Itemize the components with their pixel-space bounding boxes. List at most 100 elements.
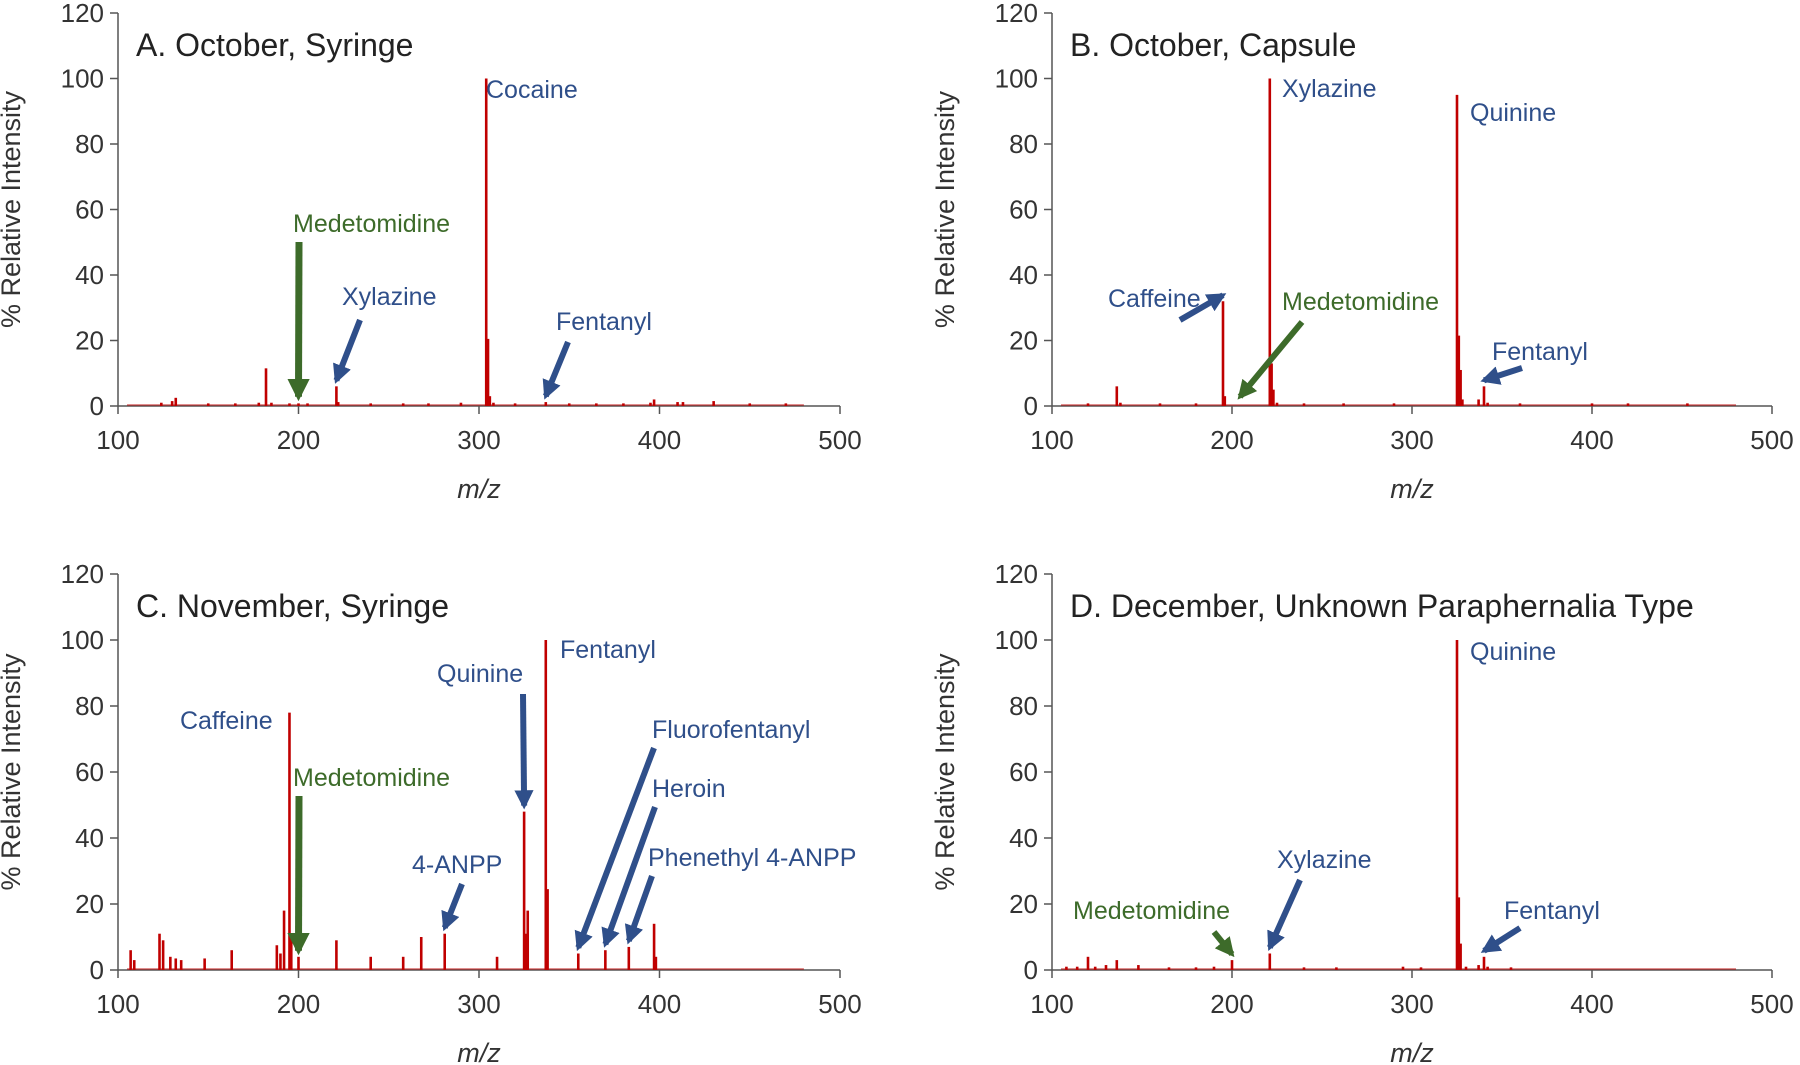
peak-label-xylazine: Xylazine [1277, 846, 1372, 874]
y-tick-label: 60 [1009, 757, 1038, 787]
annotation-arrow [1211, 930, 1235, 958]
panel-d: 0 20 40 60 80 100 120 100 200 300 400 500 m/z % Relat… [930, 559, 1794, 1065]
x-tick-label: 300 [1390, 425, 1433, 455]
annotation-arrow [1480, 365, 1523, 385]
y-tick-label: 0 [90, 391, 104, 421]
annotation-arrow [287, 795, 310, 956]
x-tick-label: 100 [96, 425, 139, 455]
annotation-arrow [624, 874, 655, 945]
x-tick-label: 200 [1210, 425, 1253, 455]
y-tick-label: 20 [75, 889, 104, 919]
y-tick-label: 100 [995, 625, 1038, 655]
panel-a: 0 20 40 60 80 100 120 100 200 300 400 500 m/z % Relat… [0, 0, 862, 504]
peak-label-xylazine: Xylazine [1282, 75, 1377, 103]
y-tick-label: 0 [1024, 391, 1038, 421]
annotation-arrow [441, 882, 465, 932]
peak-label-cocaine: Cocaine [486, 76, 578, 104]
x-tick-label: 100 [1030, 989, 1073, 1019]
annotation-arrow [601, 805, 658, 948]
y-axis-label: % Relative Intensity [930, 90, 960, 328]
y-tick-label: 40 [75, 823, 104, 853]
peak-label-fentanyl: Fentanyl [560, 636, 656, 664]
peak-label-fentanyl: Fentanyl [1492, 338, 1588, 366]
x-tick-label: 300 [457, 425, 500, 455]
y-tick-label: 120 [61, 559, 104, 589]
annotation-arrow [514, 693, 534, 810]
y-tick-label: 120 [995, 0, 1038, 28]
x-tick-label: 200 [277, 425, 320, 455]
y-tick-label: 80 [75, 691, 104, 721]
peak-label-medetomidine: Medetomidine [1073, 897, 1230, 925]
peak-label-caffeine: Caffeine [1108, 285, 1201, 313]
peak-label-heroin: Heroin [652, 775, 726, 803]
peak-label-caffeine: Caffeine [180, 707, 273, 735]
x-tick-label: 400 [638, 425, 681, 455]
y-tick-label: 80 [75, 129, 104, 159]
annotation-arrow [1267, 878, 1303, 952]
x-axis-label: m/z [457, 1038, 501, 1065]
y-tick-label: 120 [61, 0, 104, 28]
y-axis-label: % Relative Intensity [0, 90, 26, 328]
peak-label-medetomidine: Medetomidine [293, 764, 450, 792]
y-tick-label: 100 [61, 625, 104, 655]
annotation-arrow [333, 318, 363, 384]
x-tick-label: 100 [96, 989, 139, 1019]
peak-label-quinine: Quinine [437, 660, 523, 688]
panel-b: 0 20 40 60 80 100 120 100 200 300 400 500 m/z % Relat… [930, 0, 1794, 504]
y-axis-label: % Relative Intensity [930, 653, 960, 891]
y-tick-label: 120 [995, 559, 1038, 589]
annotation-arrow [1178, 292, 1227, 323]
x-tick-label: 400 [1570, 989, 1613, 1019]
peak-label-medetomidine: Medetomidine [293, 210, 450, 238]
peak-label-quinine: Quinine [1470, 99, 1556, 127]
x-axis-label: m/z [1390, 474, 1434, 504]
y-tick-label: 60 [75, 757, 104, 787]
y-tick-label: 20 [1009, 889, 1038, 919]
y-tick-label: 100 [995, 64, 1038, 94]
x-tick-label: 400 [1570, 425, 1613, 455]
y-tick-label: 40 [75, 260, 104, 290]
x-axis-label: m/z [1390, 1038, 1434, 1065]
y-tick-label: 40 [1009, 260, 1038, 290]
peak-label-quinine: Quinine [1470, 638, 1556, 666]
x-tick-label: 100 [1030, 425, 1073, 455]
y-tick-label: 60 [75, 195, 104, 225]
peak-label-fentanyl: Fentanyl [556, 308, 652, 336]
y-tick-label: 80 [1009, 129, 1038, 159]
y-tick-label: 0 [1024, 955, 1038, 985]
x-tick-label: 500 [1750, 425, 1793, 455]
x-axis-label: m/z [457, 474, 501, 504]
peak-label-fluorofentanyl: Fluorofentanyl [652, 716, 810, 744]
x-tick-label: 200 [1210, 989, 1253, 1019]
annotation-arrow [287, 241, 310, 402]
x-tick-label: 400 [638, 989, 681, 1019]
x-tick-label: 200 [277, 989, 320, 1019]
y-tick-label: 40 [1009, 823, 1038, 853]
y-tick-label: 80 [1009, 691, 1038, 721]
x-tick-label: 500 [818, 989, 861, 1019]
peak-label-fentanyl: Fentanyl [1504, 897, 1600, 925]
annotation-arrow [1237, 320, 1305, 400]
y-axis-label: % Relative Intensity [0, 653, 26, 891]
y-tick-label: 20 [1009, 326, 1038, 356]
annotation-arrow [574, 746, 657, 952]
annotation-arrow [542, 340, 571, 400]
annotation-arrow [1480, 925, 1522, 954]
y-tick-label: 0 [90, 955, 104, 985]
peak-label-medetomidine: Medetomidine [1282, 288, 1439, 316]
panel-title: B. October, Capsule [1070, 27, 1356, 63]
y-tick-label: 60 [1009, 195, 1038, 225]
panel-title: A. October, Syringe [136, 27, 413, 63]
x-tick-label: 500 [1750, 989, 1793, 1019]
peak-label-phenethyl-4-anpp: Phenethyl 4-ANPP [648, 844, 856, 872]
y-tick-label: 20 [75, 326, 104, 356]
panel-c: 0 20 40 60 80 100 120 100 200 300 400 500 m/z % Relat… [0, 559, 862, 1065]
x-tick-label: 300 [457, 989, 500, 1019]
peak-label-xylazine: Xylazine [342, 283, 437, 311]
x-tick-label: 500 [818, 425, 861, 455]
panel-title: C. November, Syringe [136, 588, 449, 624]
y-tick-label: 100 [61, 64, 104, 94]
peak-label-4-anpp: 4-ANPP [412, 851, 502, 879]
panel-title: D. December, Unknown Paraphernalia Type [1070, 588, 1694, 624]
